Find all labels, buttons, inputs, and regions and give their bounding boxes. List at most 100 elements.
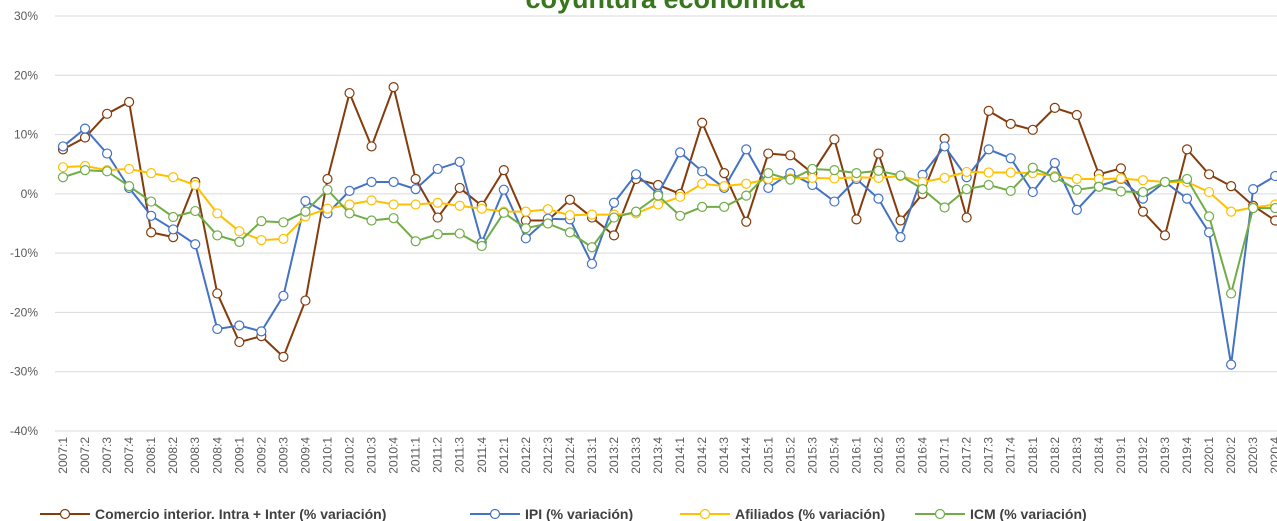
x-tick-label: 2015:3 — [805, 437, 819, 474]
point — [1270, 170, 1277, 182]
point — [1115, 173, 1127, 184]
point — [1005, 118, 1016, 130]
point — [1071, 109, 1082, 121]
x-tick-label: 2013:1 — [585, 437, 599, 474]
point — [300, 195, 311, 207]
point — [322, 203, 333, 214]
point — [79, 123, 91, 134]
x-tick-label: 2016:4 — [916, 437, 930, 474]
point — [278, 351, 289, 362]
x-tick-label: 2011:4 — [475, 437, 489, 473]
x-tick-label: 2008:1 — [144, 437, 158, 474]
y-tick-label: 0% — [21, 187, 39, 201]
point — [1137, 186, 1149, 198]
point — [190, 205, 201, 217]
point — [1226, 359, 1237, 370]
point — [564, 227, 576, 238]
point — [190, 239, 201, 250]
x-tick-label: 2009:2 — [254, 437, 268, 474]
point — [983, 179, 994, 191]
x-tick-label: 2007:1 — [56, 437, 70, 474]
point — [410, 199, 421, 210]
point — [983, 105, 994, 116]
point — [608, 212, 620, 223]
x-tick-label: 2016:3 — [894, 437, 908, 474]
x-tick-label: 2020:3 — [1246, 437, 1260, 474]
point — [57, 162, 69, 173]
x-tick-label: 2007:4 — [122, 437, 136, 474]
point — [895, 232, 906, 243]
point — [366, 141, 377, 152]
point — [476, 240, 487, 252]
x-tick-label: 2014:1 — [673, 437, 687, 474]
x-tick-label: 2020:1 — [1202, 437, 1216, 474]
x-tick-label: 2017:2 — [960, 437, 974, 474]
point — [1270, 202, 1277, 214]
point — [146, 210, 157, 221]
x-tick-label: 2019:3 — [1158, 437, 1172, 474]
point — [410, 173, 421, 185]
point — [1226, 288, 1237, 299]
point — [719, 201, 730, 212]
x-tick-label: 2011:3 — [453, 437, 467, 473]
point — [520, 233, 531, 244]
point — [873, 165, 884, 176]
x-tick-label: 2010:3 — [365, 437, 379, 474]
x-tick-label: 2015:2 — [783, 437, 797, 474]
point — [498, 207, 509, 218]
point — [1049, 102, 1060, 113]
x-tick-label: 2008:3 — [188, 437, 202, 474]
x-tick-label: 2019:1 — [1114, 437, 1128, 474]
x-tick-label: 2012:1 — [497, 437, 511, 474]
point — [344, 199, 355, 210]
point — [388, 199, 399, 210]
point — [1181, 173, 1193, 185]
point — [608, 230, 620, 241]
point — [895, 170, 906, 181]
point — [344, 185, 355, 196]
x-tick-label: 2008:4 — [210, 437, 224, 474]
legend-marker — [934, 508, 946, 520]
x-tick-label: 2011:1 — [409, 437, 423, 473]
legend-marker — [489, 508, 501, 520]
point — [697, 166, 708, 177]
point — [697, 117, 708, 128]
point — [1248, 184, 1259, 195]
point — [101, 148, 113, 159]
x-tick-label: 2018:2 — [1048, 437, 1062, 474]
point — [300, 206, 311, 217]
x-tick-label: 2018:1 — [1026, 437, 1040, 474]
point — [1005, 167, 1016, 178]
x-tick-label: 2020:2 — [1224, 437, 1238, 474]
point — [1203, 169, 1215, 180]
point — [719, 181, 730, 192]
point — [763, 182, 774, 194]
point — [1115, 163, 1127, 174]
point — [807, 172, 818, 183]
y-tick-label: -20% — [10, 305, 38, 319]
point — [388, 176, 399, 188]
point — [983, 144, 994, 155]
x-tick-label: 2010:4 — [387, 437, 401, 474]
series-line — [62, 166, 1276, 298]
point — [278, 290, 289, 301]
x-tick-label: 2013:4 — [651, 437, 665, 474]
point — [1203, 211, 1215, 222]
point — [652, 190, 664, 201]
point — [344, 87, 355, 99]
point — [1071, 204, 1082, 215]
point — [741, 216, 752, 227]
point — [675, 147, 686, 158]
point — [300, 295, 311, 306]
x-tick-label: 2019:4 — [1180, 437, 1194, 474]
point — [146, 227, 157, 238]
point — [57, 141, 69, 152]
point — [190, 179, 201, 191]
legend-marker — [59, 508, 71, 520]
x-tick-label: 2008:2 — [166, 437, 180, 474]
x-tick-label: 2013:3 — [629, 437, 643, 474]
x-tick-label: 2016:2 — [871, 437, 885, 474]
point — [917, 184, 928, 195]
point — [785, 150, 796, 161]
point — [829, 134, 840, 145]
